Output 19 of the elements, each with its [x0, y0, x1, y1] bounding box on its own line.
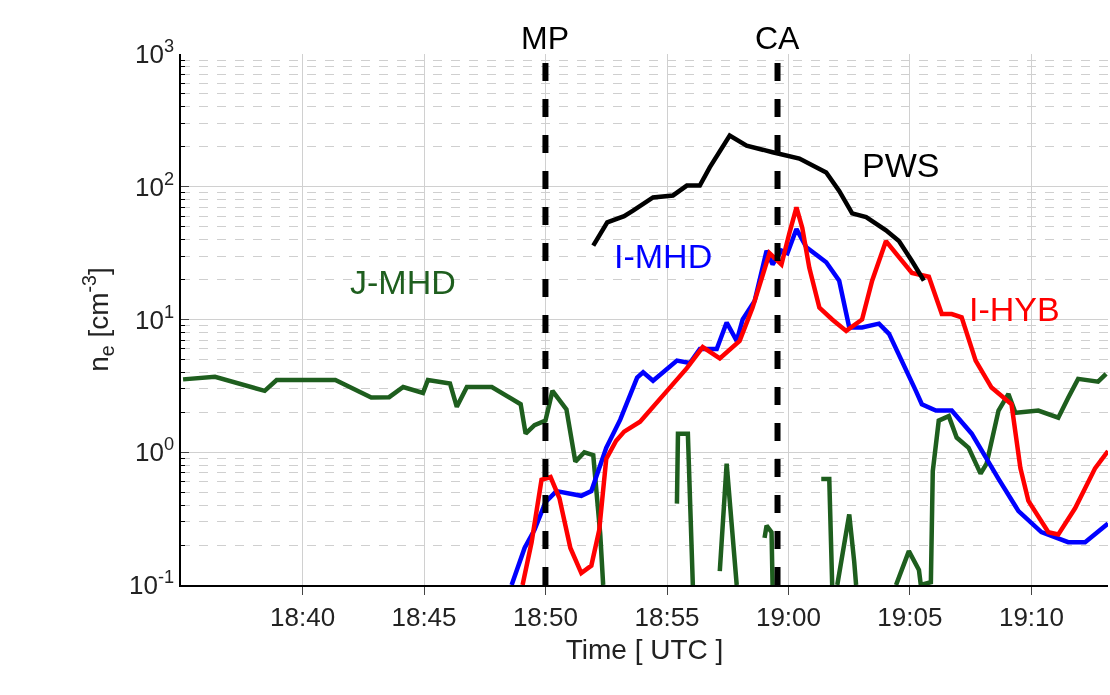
text: J-MHD [350, 263, 456, 301]
x-tick-label: 19:05 [877, 601, 943, 632]
x-tick-label: 18:50 [512, 601, 578, 632]
ref-line-label: CA [755, 20, 801, 56]
ref-line-label: MP [521, 20, 569, 56]
y-tick-label: 10$^{1}$ [135, 301, 175, 335]
y-tick-label: 10$^{2}$ [135, 168, 175, 202]
x-tick-label: 19:10 [998, 601, 1065, 632]
x-axis-title: Time [ UTC ] [565, 633, 724, 665]
series-label: I-HYB [969, 290, 1060, 328]
series-label: I-MHD [614, 237, 713, 275]
x-tick-label: 18:40 [270, 601, 336, 632]
y-tick-label: 10$^{3}$ [135, 36, 175, 70]
y-tick-label: 10$^{-1}$ [128, 567, 175, 601]
y-tick-label: 10$^{0}$ [135, 434, 175, 468]
x-tick-label: 19:00 [755, 601, 821, 632]
x-tick-label: 18:45 [391, 601, 457, 632]
x-tick-label: 18:55 [634, 601, 700, 632]
series-label: PWS [862, 146, 940, 184]
